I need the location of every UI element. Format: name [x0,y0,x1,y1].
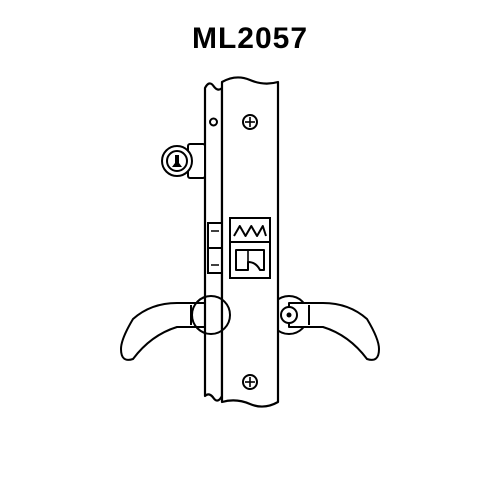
lock-diagram: ML2057 [0,0,500,500]
lock-illustration [0,0,500,500]
